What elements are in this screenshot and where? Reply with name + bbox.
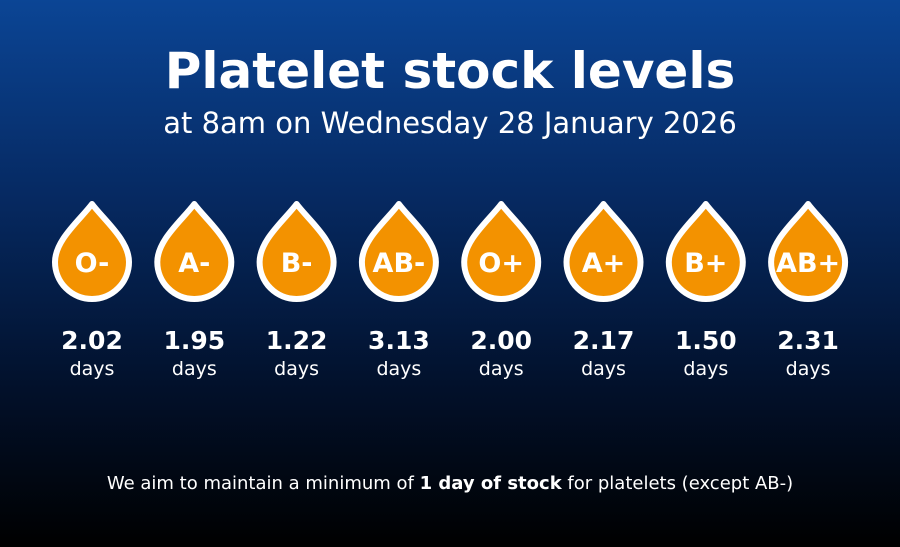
stock-value: 3.13 bbox=[368, 326, 430, 355]
blood-group: A+ 2.17 days bbox=[563, 201, 644, 380]
stock-unit: days bbox=[274, 358, 319, 380]
drop-icon bbox=[563, 201, 644, 302]
stock-value: 1.22 bbox=[266, 326, 328, 355]
blood-group: AB- 3.13 days bbox=[358, 201, 439, 380]
footer-note: We aim to maintain a minimum of 1 day of… bbox=[107, 473, 793, 494]
stock-unit: days bbox=[172, 358, 217, 380]
stock-value: 2.31 bbox=[777, 326, 839, 355]
blood-group: B- 1.22 days bbox=[256, 201, 337, 380]
blood-group: AB+ 2.31 days bbox=[768, 201, 849, 380]
drop-icon bbox=[768, 201, 849, 302]
group-label: O+ bbox=[478, 248, 524, 279]
footer-text: We aim to maintain a minimum of bbox=[107, 473, 420, 494]
title: Platelet stock levels bbox=[165, 42, 735, 100]
group-label: AB+ bbox=[776, 248, 840, 279]
group-label: A+ bbox=[582, 248, 626, 279]
blood-group: O+ 2.00 days bbox=[461, 201, 542, 380]
group-label: B+ bbox=[684, 248, 727, 279]
stock-value: 1.95 bbox=[163, 326, 225, 355]
footer-text: for platelets (except AB-) bbox=[562, 473, 794, 494]
stock-value: 2.00 bbox=[470, 326, 532, 355]
footer-bold: 1 day of stock bbox=[420, 473, 563, 494]
blood-group: B+ 1.50 days bbox=[665, 201, 746, 380]
stock-unit: days bbox=[70, 358, 115, 380]
stock-unit: days bbox=[376, 358, 421, 380]
drop-icon bbox=[461, 201, 542, 302]
drop-icon bbox=[52, 201, 132, 302]
drop-icon bbox=[358, 201, 439, 302]
drop-icon bbox=[154, 201, 235, 302]
drop-icon bbox=[256, 201, 337, 302]
stock-unit: days bbox=[581, 358, 626, 380]
blood-group: A- 1.95 days bbox=[154, 201, 235, 380]
group-label: O- bbox=[75, 248, 110, 279]
stock-value: 1.50 bbox=[675, 326, 737, 355]
group-label: A- bbox=[178, 248, 210, 279]
stock-value: 2.02 bbox=[61, 326, 123, 355]
subtitle: at 8am on Wednesday 28 January 2026 bbox=[163, 106, 737, 140]
stock-unit: days bbox=[683, 358, 728, 380]
stock-unit: days bbox=[786, 358, 831, 380]
stock-value: 2.17 bbox=[573, 326, 635, 355]
drop-icon bbox=[665, 201, 746, 302]
group-label: AB- bbox=[373, 248, 426, 279]
stock-unit: days bbox=[479, 358, 524, 380]
blood-group: O- 2.02 days bbox=[52, 201, 132, 380]
group-label: B- bbox=[281, 248, 313, 279]
